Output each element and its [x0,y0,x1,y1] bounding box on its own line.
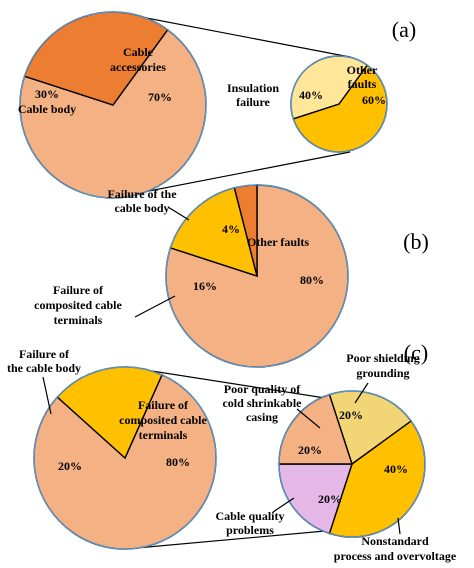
b-label-cable-body: Failure of the cable body [107,187,177,215]
panel-label-b: (b) [403,229,429,254]
c-label-casing: Poor quality of cold shrinkable casing [222,382,302,424]
connector-a-top [114,11,351,58]
connector-lines [112,11,351,550]
c-main-rim [33,366,217,550]
a-value-other-faults: 60% [362,93,386,107]
a-value-cable-accessories: 70% [148,90,172,104]
b-leader-terminals [134,295,176,318]
c-leader-quality [272,497,295,513]
b-value-cable-body: 4% [222,222,240,236]
b-value-terminals: 16% [193,279,217,293]
c-value-terminals: 80% [166,455,190,469]
a-label-insulation-failure: Insulation failure [227,81,279,109]
c-label-quality: Cable quality problems [215,509,284,537]
c-leader-casing [296,408,321,429]
leader-lines [42,206,401,535]
connector-c-bottom [125,530,326,550]
c-leader-nonstandard [397,517,401,535]
connector-a-bottom [112,151,351,199]
panel-label-c: (c) [404,340,428,365]
panel-label-a: (a) [392,17,416,42]
c-value-nonstandard: 40% [384,462,408,476]
pie-slices [19,11,426,550]
c-label-shielding: Poor shielding grounding [346,351,419,380]
a-main-rim [19,11,207,199]
b-label-other-faults: Other faults [247,235,309,249]
a-value-cable-body: 30% [35,87,59,101]
c-value-shielding: 20% [339,408,363,422]
b-value-other-faults: 80% [300,273,324,287]
c-value-casing: 20% [298,443,322,457]
a-value-insulation-failure: 40% [299,88,323,102]
c-leader-shielding [354,382,369,404]
a-label-cable-accessories: Cable accessories [110,45,166,74]
c-label-terminals: Failure of composited cable terminals [119,398,207,442]
b-leader-cable-body [167,206,190,221]
b-label-terminals: Failure of composited cable terminals [34,283,122,327]
a-label-cable-body: Cable body [18,102,76,116]
b-main-rim [165,184,349,368]
c-label-nonstandard: Nonstandard process and overvoltage [334,534,457,563]
a-sub-rim [290,55,388,153]
c-leader-cable-body [42,376,52,415]
c-value-quality: 20% [318,492,342,506]
connector-c-top [125,366,326,399]
chart-labels: Cable accessories 70% 30%Cable body Insulati… [7,17,457,563]
a-label-other-faults: Other faults [347,63,378,91]
c-sub-rim [278,390,426,538]
c-label-cable-body: Failure of the cable body [7,347,81,375]
c-value-cable-body: 20% [58,459,82,473]
